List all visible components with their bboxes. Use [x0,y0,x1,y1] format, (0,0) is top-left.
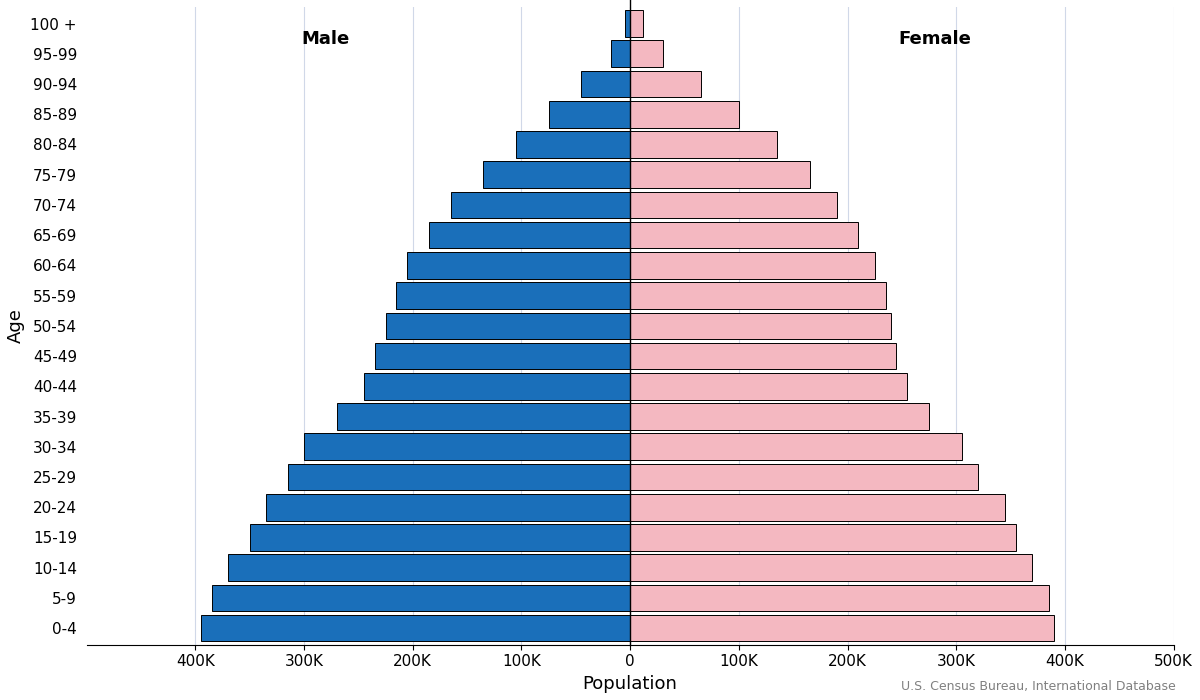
Bar [364,373,630,400]
Bar [516,131,630,158]
X-axis label: Population: Population [583,675,678,693]
Bar [630,282,886,309]
Bar [211,584,630,611]
Bar [337,403,630,430]
Bar [630,192,836,218]
Text: U.S. Census Bureau, International Database: U.S. Census Bureau, International Databa… [901,680,1176,693]
Bar [630,131,776,158]
Bar [630,41,662,67]
Bar [581,71,630,97]
Text: Male: Male [301,29,350,48]
Bar [630,162,810,188]
Bar [630,252,875,279]
Bar [630,403,929,430]
Bar [396,282,630,309]
Bar [407,252,630,279]
Bar [630,433,961,460]
Bar [228,554,630,581]
Bar [630,71,701,97]
Bar [630,554,1032,581]
Bar [385,313,630,340]
Bar [630,101,739,127]
Bar [630,343,896,370]
Bar [625,10,630,37]
Bar [611,41,630,67]
Bar [630,494,1006,521]
Y-axis label: Age: Age [7,309,25,343]
Bar [630,10,643,37]
Bar [548,101,630,127]
Bar [630,222,858,248]
Bar [630,524,1016,551]
Bar [630,373,907,400]
Bar [630,313,892,340]
Bar [288,463,630,490]
Bar [374,343,630,370]
Bar [266,494,630,521]
Bar [630,615,1054,641]
Bar [200,615,630,641]
Text: Female: Female [898,29,971,48]
Bar [484,162,630,188]
Bar [630,584,1049,611]
Bar [630,463,978,490]
Bar [304,433,630,460]
Bar [250,524,630,551]
Bar [451,192,630,218]
Bar [430,222,630,248]
